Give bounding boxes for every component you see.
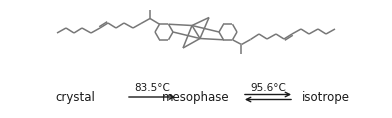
- Text: mesophase: mesophase: [162, 91, 230, 103]
- Text: crystal: crystal: [55, 91, 95, 103]
- Text: 95.6°C: 95.6°C: [250, 83, 286, 93]
- Text: 83.5°C: 83.5°C: [134, 83, 170, 93]
- Text: isotrope: isotrope: [302, 91, 350, 103]
